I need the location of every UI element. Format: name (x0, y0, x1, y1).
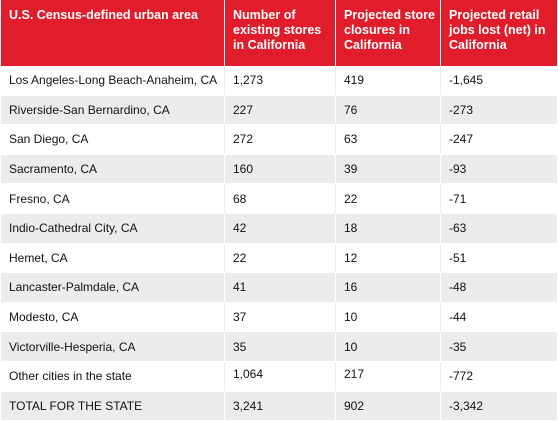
cell-closures: 16 (335, 273, 440, 302)
cell-area: Indio-Cathedral City, CA (9, 221, 138, 236)
table-row: Hemet, CA 22 12 -51 (1, 243, 557, 274)
cell-closures: 217 (335, 361, 440, 391)
header-urban-area: U.S. Census-defined urban area (9, 8, 198, 22)
cell-jobs: -35 (440, 332, 557, 361)
cell-stores: 68 (224, 184, 335, 213)
cell-stores: 37 (224, 302, 335, 332)
cell-area: Los Angeles-Long Beach-Anaheim, CA (9, 73, 218, 88)
cell-jobs: -247 (440, 125, 557, 154)
cell-jobs: -772 (440, 361, 557, 391)
table-row-total: TOTAL FOR THE STATE 3,241 902 -3,342 (1, 391, 557, 421)
cell-stores: 3,241 (224, 391, 335, 421)
cell-area: Hemet, CA (9, 250, 68, 265)
cell-area: Victorville-Hesperia, CA (9, 339, 136, 354)
cell-stores: 160 (224, 154, 335, 184)
cell-stores: 1,064 (224, 361, 335, 391)
table-row: Other cities in the state 1,064 217 -772 (1, 361, 557, 392)
cell-closures: 902 (335, 391, 440, 421)
table-row: Indio-Cathedral City, CA 42 18 -63 (1, 213, 557, 244)
cell-area: Other cities in the state (9, 369, 132, 384)
table-row: Victorville-Hesperia, CA 35 10 -35 (1, 332, 557, 362)
cell-stores: 227 (224, 95, 335, 125)
header-store-closures: Projected store closures in California (335, 0, 440, 66)
table-row: Riverside-San Bernardino, CA 227 76 -273 (1, 95, 557, 126)
cell-area: Fresno, CA (9, 191, 70, 206)
cell-jobs: -93 (440, 154, 557, 184)
cell-closures: 10 (335, 302, 440, 332)
cell-jobs: -51 (440, 243, 557, 273)
header-jobs-lost: Projected retail jobs lost (net) in Cali… (440, 0, 557, 66)
table-header: U.S. Census-defined urban area Number of… (1, 0, 557, 66)
cell-closures: 12 (335, 243, 440, 273)
cell-closures: 22 (335, 184, 440, 213)
cell-jobs: -48 (440, 273, 557, 302)
cell-closures: 10 (335, 332, 440, 361)
cell-closures: 63 (335, 125, 440, 154)
cell-area: Riverside-San Bernardino, CA (9, 102, 170, 117)
table-row: San Diego, CA 272 63 -247 (1, 125, 557, 155)
cell-stores: 42 (224, 213, 335, 243)
cell-jobs: -1,645 (440, 66, 557, 95)
cell-jobs: -273 (440, 95, 557, 125)
cell-area: Modesto, CA (9, 310, 79, 325)
cell-closures: 18 (335, 213, 440, 243)
table-row: Sacramento, CA 160 39 -93 (1, 154, 557, 185)
cell-stores: 41 (224, 273, 335, 302)
header-existing-stores: Number of existing stores in California (224, 0, 335, 66)
cell-stores: 35 (224, 332, 335, 361)
cell-closures: 419 (335, 66, 440, 95)
cell-jobs: -63 (440, 213, 557, 243)
cell-stores: 1,273 (224, 66, 335, 95)
table-row: Modesto, CA 37 10 -44 (1, 302, 557, 333)
cell-area: San Diego, CA (9, 132, 89, 147)
cell-stores: 272 (224, 125, 335, 154)
table-row: Fresno, CA 68 22 -71 (1, 184, 557, 214)
table-row: Lancaster-Palmdale, CA 41 16 -48 (1, 273, 557, 303)
table-row: Los Angeles-Long Beach-Anaheim, CA 1,273… (1, 66, 557, 96)
cell-closures: 39 (335, 154, 440, 184)
cell-area: Sacramento, CA (9, 162, 98, 177)
cell-area: Lancaster-Palmdale, CA (9, 280, 140, 295)
cell-jobs: -71 (440, 184, 557, 213)
cell-closures: 76 (335, 95, 440, 125)
cell-jobs: -3,342 (440, 391, 557, 421)
cell-stores: 22 (224, 243, 335, 273)
cell-area: TOTAL FOR THE STATE (9, 398, 143, 413)
cell-jobs: -44 (440, 302, 557, 332)
